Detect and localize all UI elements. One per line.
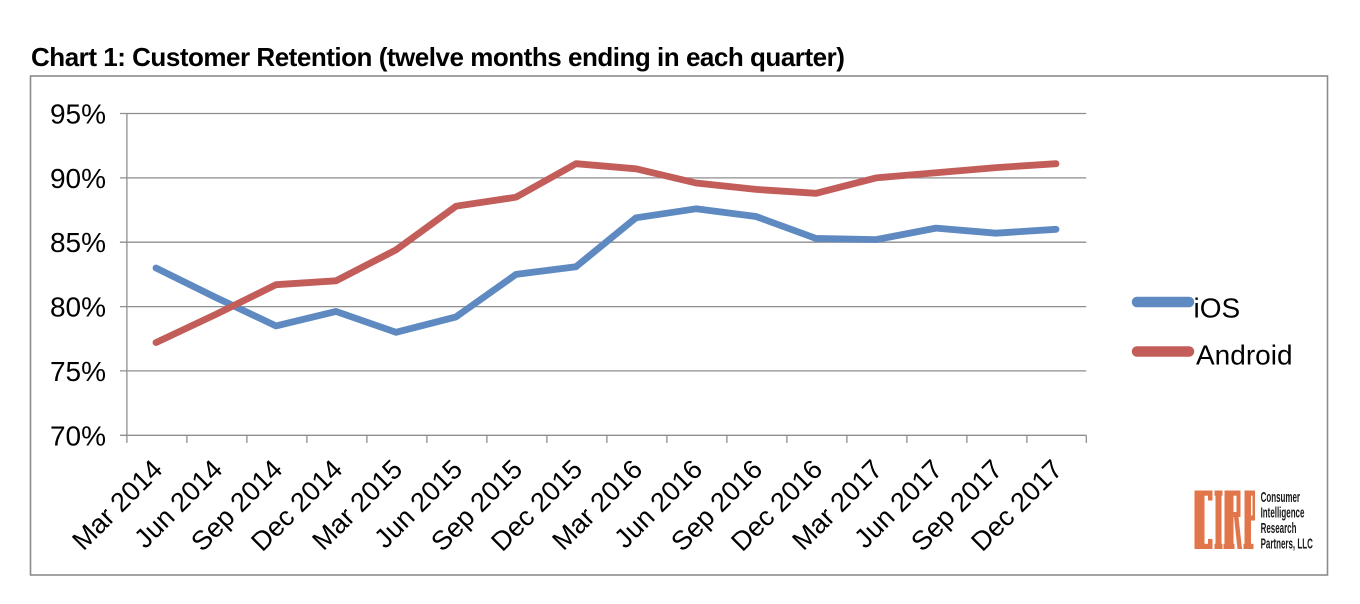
svg-text:Consumer: Consumer xyxy=(1261,490,1301,506)
svg-text:Intelligence: Intelligence xyxy=(1261,505,1305,521)
svg-text:95%: 95% xyxy=(50,99,106,130)
svg-text:Chart 1: Customer Retention (t: Chart 1: Customer Retention (twelve mont… xyxy=(31,42,844,72)
svg-text:75%: 75% xyxy=(50,356,106,387)
svg-text:iOS: iOS xyxy=(1194,293,1241,324)
svg-text:85%: 85% xyxy=(50,227,106,258)
svg-text:90%: 90% xyxy=(50,163,106,194)
svg-text:Android: Android xyxy=(1196,340,1293,371)
svg-text:Partners, LLC: Partners, LLC xyxy=(1261,536,1314,552)
svg-text:70%: 70% xyxy=(50,420,106,451)
svg-text:Research: Research xyxy=(1261,521,1297,537)
svg-text:80%: 80% xyxy=(50,292,106,323)
